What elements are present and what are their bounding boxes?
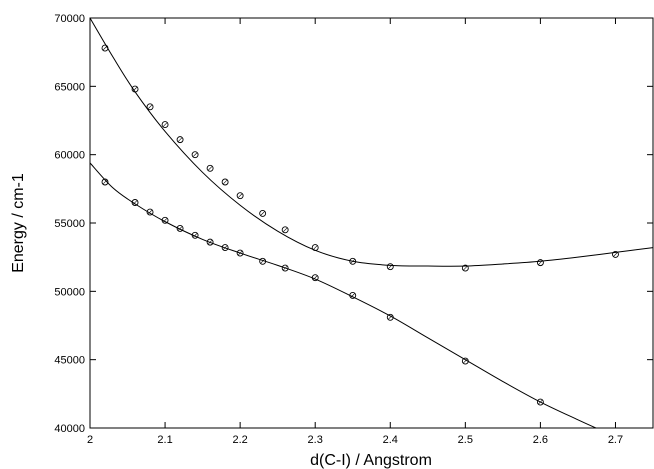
series-1-point-mark	[313, 245, 318, 250]
series-1-point-mark	[538, 260, 543, 265]
series-1-point	[191, 151, 199, 159]
series-1-point-mark	[260, 211, 265, 216]
series-2-point	[131, 199, 139, 206]
series-1-point-mark	[178, 137, 183, 142]
series-2-point-mark	[350, 293, 355, 298]
plot-frame	[89, 17, 654, 429]
series-2-point	[281, 264, 289, 272]
series-2-point	[349, 291, 357, 299]
series-2-point-mark	[388, 315, 393, 320]
series-1-point	[131, 85, 139, 93]
series-2-point	[536, 398, 544, 406]
series-2-point	[206, 238, 214, 246]
series-1-point	[461, 264, 469, 272]
series-1-point-mark	[223, 179, 228, 185]
y-tick-label: 45000	[54, 355, 85, 367]
y-tick-label: 65000	[54, 81, 85, 93]
series-1-point	[206, 164, 214, 172]
series-2-point	[259, 257, 267, 265]
y-tick-label: 55000	[54, 218, 85, 230]
series-2-point-mark	[313, 275, 318, 280]
series-1-point-mark	[148, 104, 153, 109]
series-1-point-mark	[238, 193, 243, 198]
x-tick-label: 2.2	[232, 434, 247, 446]
series-1-point-mark	[350, 259, 355, 264]
series-2-point-mark	[133, 200, 138, 205]
series-2-point	[161, 216, 169, 224]
series-1-point-mark	[208, 166, 213, 171]
fit-curves	[89, 17, 654, 429]
series-2-point	[221, 244, 229, 252]
series-1-point-mark	[193, 152, 198, 157]
series-2-point-mark	[178, 226, 183, 231]
x-tick-label: 2	[87, 434, 93, 446]
y-axis-title: Energy / cm-1	[10, 173, 27, 273]
series-2-curve	[89, 162, 597, 429]
series-1-point-mark	[133, 87, 138, 92]
y-tick-label: 60000	[54, 150, 85, 162]
series-2-point-mark	[148, 210, 153, 215]
y-tick-label: 50000	[54, 286, 85, 298]
data-points	[101, 44, 619, 406]
series-1-point	[311, 244, 319, 252]
series-2-point	[311, 274, 319, 282]
y-tick-label: 40000	[54, 423, 85, 435]
series-2-point	[101, 178, 109, 186]
series-2-point-mark	[223, 245, 228, 250]
series-2-point	[191, 231, 199, 239]
series-2-point-mark	[283, 266, 288, 271]
x-tick-label: 2.1	[157, 434, 172, 446]
series-2-point-mark	[163, 218, 168, 223]
series-2-point-mark	[260, 259, 265, 264]
series-1-point	[259, 209, 267, 217]
series-2-point-mark	[103, 179, 108, 185]
series-2-point-mark	[238, 251, 243, 256]
series-1-point	[536, 259, 544, 267]
x-tick-label: 2.4	[383, 434, 398, 446]
series-2-point-mark	[208, 240, 213, 245]
series-1-point	[281, 226, 289, 234]
series-1-point	[161, 121, 169, 129]
series-1-curve	[89, 17, 654, 267]
series-2-point	[236, 249, 244, 257]
series-2-point-mark	[463, 359, 468, 364]
x-tick-label: 2.5	[458, 434, 473, 446]
series-1-point	[236, 192, 244, 200]
series-2-point	[386, 313, 394, 321]
series-1-point	[612, 250, 619, 258]
series-2-point-mark	[193, 233, 198, 238]
x-axis-title: d(C-I) / Angstrom	[310, 452, 432, 469]
series-2-point	[146, 208, 154, 216]
series-2-point	[176, 225, 184, 232]
x-tick-label: 2.3	[308, 434, 323, 446]
axis-ticks: 2 2.1 2.2 2.3 2.4 2.5 2.6 2.7 40000 45000 50000 550…	[54, 13, 653, 446]
series-1-point-mark	[163, 122, 168, 127]
series-1-point	[386, 263, 394, 271]
series-1-point-mark	[103, 46, 108, 51]
series-1-point	[146, 103, 154, 111]
series-1-point	[349, 257, 357, 265]
series-1-point-mark	[463, 266, 468, 271]
series-1-point	[221, 178, 229, 186]
y-tick-label: 70000	[54, 13, 85, 25]
series-1-point-mark	[283, 227, 288, 232]
series-1-point	[176, 136, 184, 144]
x-tick-label: 2.6	[533, 434, 548, 446]
x-tick-label: 2.7	[608, 434, 623, 446]
series-1-point	[101, 44, 109, 52]
series-2-point-mark	[538, 400, 543, 405]
series-1-point-mark	[388, 264, 393, 269]
series-2-point	[461, 357, 469, 365]
series-1-point-mark	[613, 252, 618, 257]
